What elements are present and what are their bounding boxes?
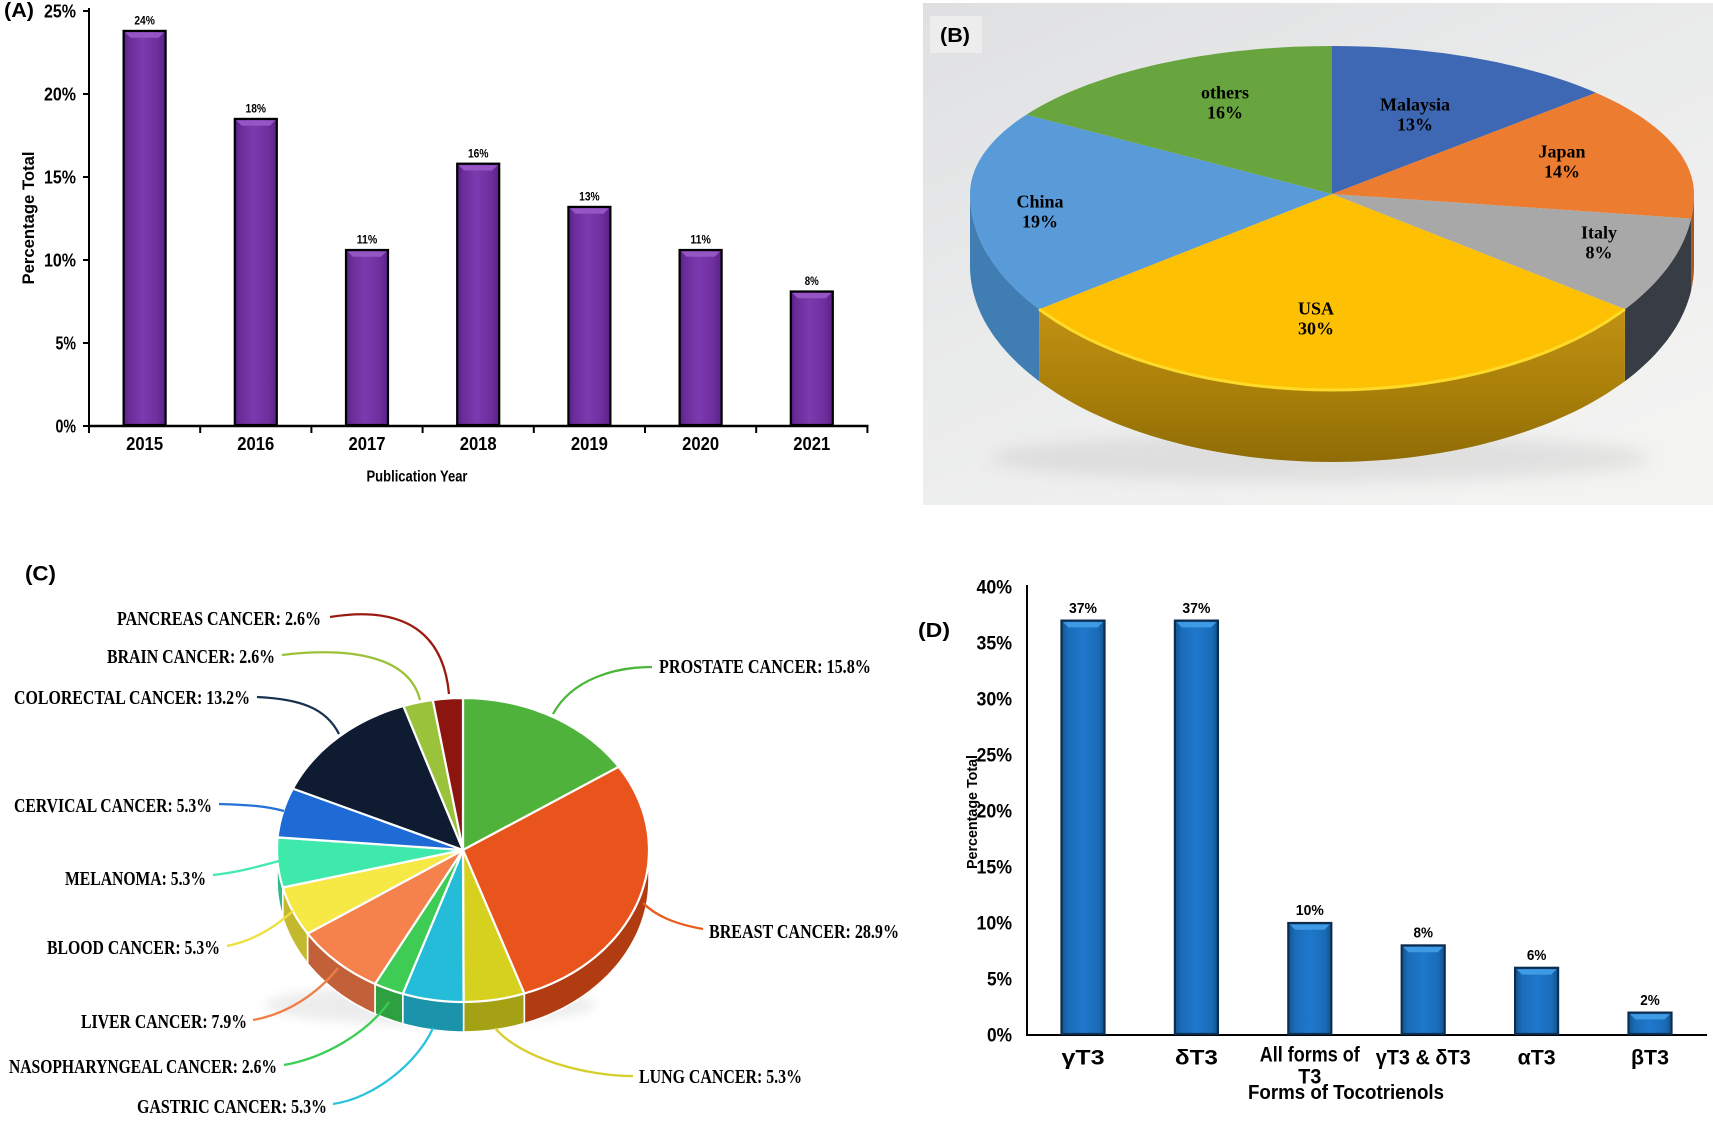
svg-text:11%: 11% (357, 233, 378, 247)
svg-text:16%: 16% (468, 146, 489, 160)
svg-text:6%: 6% (1527, 947, 1547, 964)
svg-text:(C): (C) (25, 562, 56, 585)
svg-text:15%: 15% (44, 167, 76, 187)
svg-text:13%: 13% (1397, 114, 1433, 134)
svg-text:19%: 19% (1022, 211, 1058, 231)
svg-text:20%: 20% (977, 802, 1013, 823)
svg-text:NASOPHARYNGEAL CANCER: 2.6%: NASOPHARYNGEAL CANCER: 2.6% (9, 1056, 277, 1078)
svg-text:13%: 13% (579, 190, 600, 204)
svg-text:2021: 2021 (793, 434, 830, 454)
svg-text:(D): (D) (918, 620, 950, 642)
svg-text:China: China (1016, 191, 1063, 211)
svg-text:16%: 16% (1207, 102, 1243, 122)
svg-text:2020: 2020 (682, 434, 719, 454)
svg-text:37%: 37% (1182, 600, 1210, 617)
svg-text:γT3 & δT3: γT3 & δT3 (1376, 1046, 1471, 1069)
svg-text:10%: 10% (977, 914, 1013, 935)
svg-text:αT3: αT3 (1518, 1046, 1556, 1069)
svg-text:0%: 0% (987, 1026, 1012, 1047)
svg-text:11%: 11% (690, 233, 711, 247)
svg-text:5%: 5% (56, 333, 77, 353)
svg-text:δT3: δT3 (1175, 1046, 1218, 1069)
svg-text:2018: 2018 (460, 434, 497, 454)
svg-text:2%: 2% (1640, 992, 1660, 1009)
svg-text:Malaysia: Malaysia (1380, 94, 1450, 114)
svg-text:25%: 25% (44, 1, 76, 21)
svg-text:βT3: βT3 (1631, 1046, 1669, 1069)
svg-text:Percentage Total: Percentage Total (964, 755, 981, 869)
svg-text:GASTRIC CANCER: 5.3%: GASTRIC CANCER: 5.3% (137, 1096, 327, 1118)
svg-text:PANCREAS CANCER: 2.6%: PANCREAS CANCER: 2.6% (117, 608, 321, 630)
svg-text:COLORECTAL CANCER: 13.2%: COLORECTAL CANCER: 13.2% (14, 687, 250, 709)
svg-text:BLOOD CANCER: 5.3%: BLOOD CANCER: 5.3% (47, 937, 220, 959)
svg-text:γT3: γT3 (1062, 1046, 1105, 1069)
svg-text:35%: 35% (977, 634, 1013, 655)
svg-text:14%: 14% (1544, 161, 1580, 181)
svg-text:2019: 2019 (571, 434, 608, 454)
svg-text:2017: 2017 (349, 434, 386, 454)
svg-text:PROSTATE CANCER: 15.8%: PROSTATE CANCER: 15.8% (659, 656, 871, 678)
svg-text:15%: 15% (977, 858, 1013, 879)
svg-text:Japan: Japan (1538, 141, 1585, 161)
svg-text:All forms of: All forms of (1260, 1043, 1361, 1066)
svg-text:8%: 8% (1586, 242, 1613, 262)
svg-text:CERVICAL CANCER: 5.3%: CERVICAL CANCER: 5.3% (14, 795, 212, 817)
svg-text:10%: 10% (1296, 902, 1324, 919)
svg-text:2016: 2016 (237, 434, 274, 454)
svg-text:LIVER CANCER: 7.9%: LIVER CANCER: 7.9% (81, 1011, 247, 1033)
svg-text:(B): (B) (940, 25, 970, 47)
svg-text:USA: USA (1298, 298, 1334, 318)
svg-text:Publication Year: Publication Year (367, 469, 468, 486)
svg-text:25%: 25% (977, 746, 1013, 767)
svg-text:Percentage Total: Percentage Total (19, 152, 38, 285)
svg-text:30%: 30% (1298, 318, 1334, 338)
svg-text:24%: 24% (134, 14, 155, 28)
svg-text:40%: 40% (977, 578, 1013, 599)
svg-text:(A): (A) (4, 0, 34, 22)
svg-text:18%: 18% (246, 102, 267, 116)
svg-text:BREAST CANCER: 28.9%: BREAST CANCER: 28.9% (709, 921, 899, 943)
svg-text:20%: 20% (44, 84, 76, 104)
svg-text:2015: 2015 (126, 434, 163, 454)
svg-text:0%: 0% (56, 416, 77, 436)
svg-text:8%: 8% (1413, 925, 1433, 942)
svg-text:Forms of Tocotrienols: Forms of Tocotrienols (1248, 1082, 1444, 1104)
svg-text:others: others (1201, 82, 1249, 102)
svg-text:5%: 5% (987, 970, 1012, 991)
svg-text:10%: 10% (44, 250, 76, 270)
svg-text:T3: T3 (1298, 1065, 1321, 1088)
svg-text:8%: 8% (805, 274, 819, 288)
svg-text:37%: 37% (1069, 600, 1097, 617)
svg-text:30%: 30% (977, 690, 1013, 711)
svg-text:LUNG CANCER: 5.3%: LUNG CANCER: 5.3% (639, 1066, 802, 1088)
svg-text:Italy: Italy (1581, 222, 1617, 242)
svg-text:BRAIN CANCER: 2.6%: BRAIN CANCER: 2.6% (107, 646, 275, 668)
svg-text:MELANOMA: 5.3%: MELANOMA: 5.3% (65, 868, 206, 890)
